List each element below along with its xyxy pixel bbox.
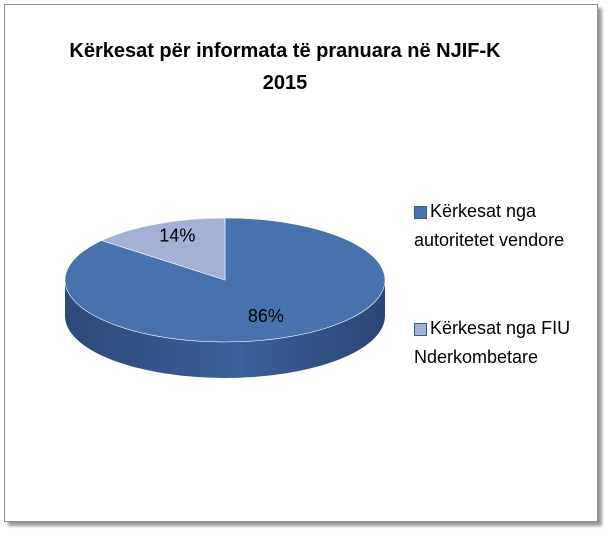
pie-side	[65, 280, 385, 378]
pie-slice	[100, 217, 226, 281]
legend-entry: Kërkesat nga FIU Nderkombetare	[414, 318, 571, 367]
chart-title: Kërkesat për informata të pranuara në NJ…	[69, 40, 501, 94]
data-label: 14%	[159, 226, 195, 246]
legend-swatch	[414, 323, 427, 336]
legend-entry: Kërkesat nga autoritetet vendore	[414, 201, 565, 250]
legend-swatch	[414, 206, 427, 219]
data-label: 86%	[248, 306, 284, 326]
